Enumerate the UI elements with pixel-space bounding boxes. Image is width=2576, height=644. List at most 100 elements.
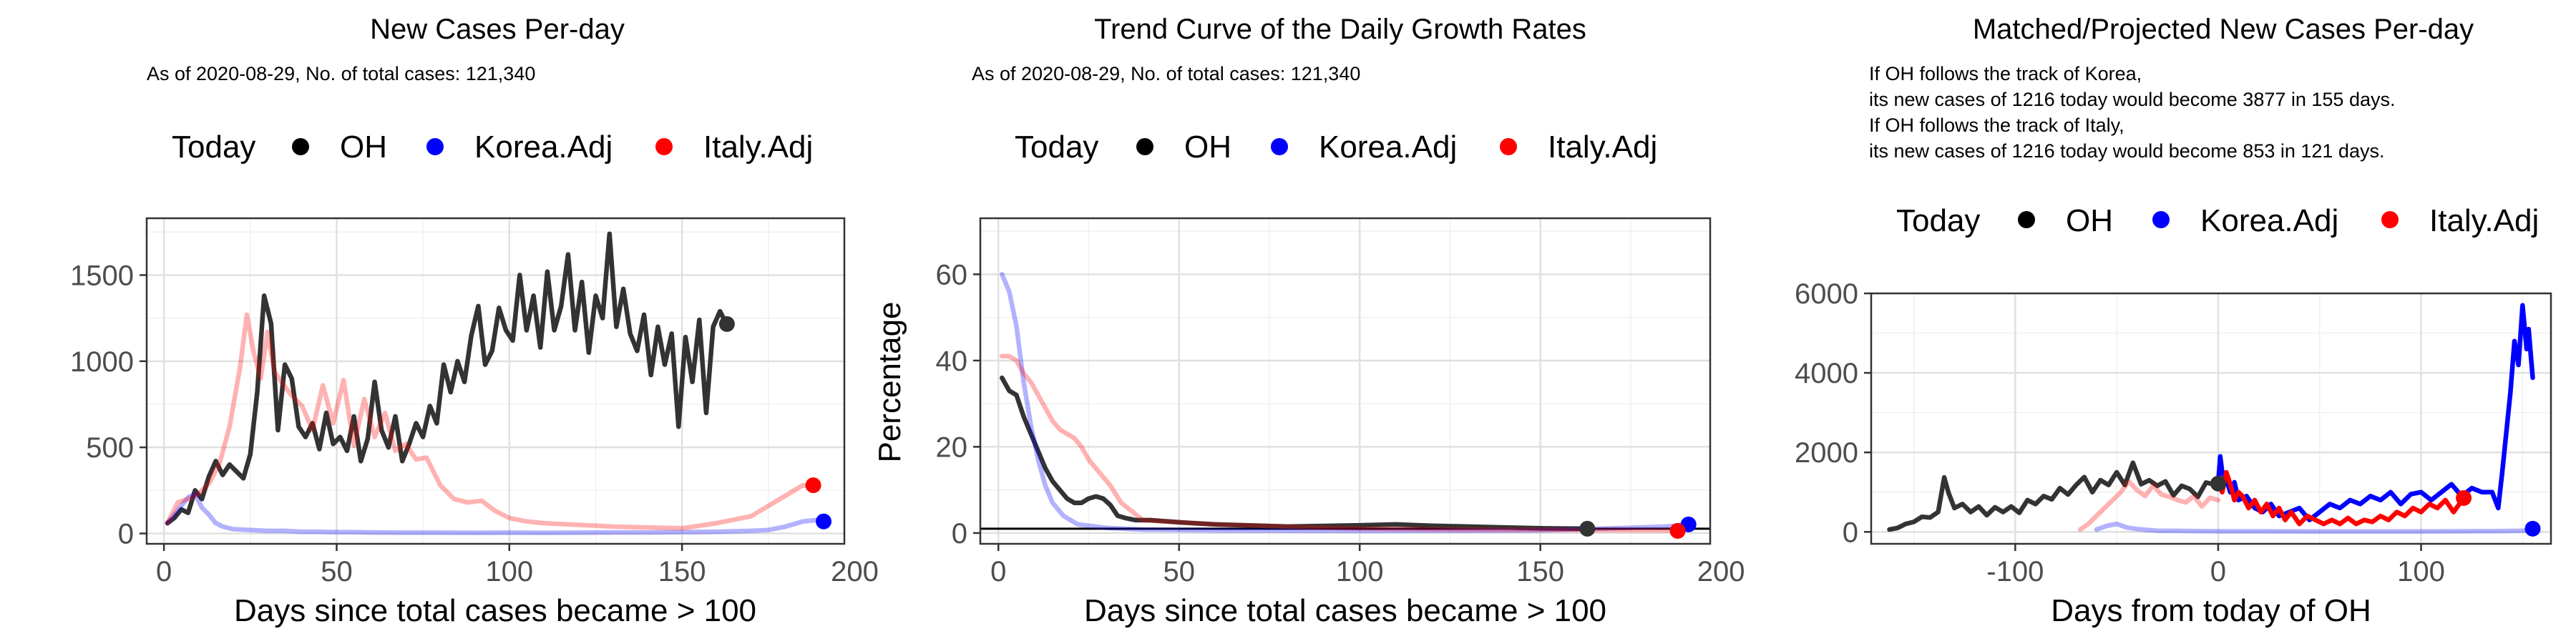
legend-key-italy (2381, 211, 2399, 228)
y-tick-label: 40 (936, 346, 968, 377)
plot-panel (147, 218, 844, 544)
y-tick-label: 0 (118, 519, 134, 550)
chart-title: Trend Curve of the Daily Growth Rates (1094, 14, 1586, 45)
today-point-oh (718, 316, 735, 332)
series-line-italy-adj (1000, 353, 1680, 533)
y-tick-label: 60 (936, 259, 968, 291)
x-tick-label: 200 (1697, 556, 1745, 587)
legend-label-korea: Korea.Adj (1319, 130, 1457, 165)
series-line-oh (1887, 460, 2221, 532)
legend-title: Today (1896, 203, 1980, 238)
x-tick-label: 0 (990, 556, 1006, 587)
x-tick-label: 50 (321, 556, 353, 587)
today-point-italy-adj (1669, 522, 1686, 539)
legend-label-korea: Korea.Adj (2200, 203, 2338, 238)
y-tick-label: 1000 (70, 346, 134, 378)
plot-border (145, 217, 846, 545)
legend-label-oh: OH (340, 130, 387, 165)
axis-ticks: 0 50 100 150 200 0 500 1000 1500 (70, 260, 879, 587)
chart-title: New Cases Per-day (370, 14, 625, 45)
today-points (1579, 516, 1697, 539)
legend-key-oh (292, 138, 309, 155)
plot-panel (980, 218, 1710, 544)
legend-label-korea: Korea.Adj (474, 130, 613, 165)
legend-key-italy (1500, 138, 1517, 155)
x-tick-label: 100 (485, 556, 533, 587)
legend-key-korea (1271, 138, 1288, 155)
x-tick-label: 100 (1336, 556, 1384, 587)
chart-subtitle-line: If OH follows the track of Korea, (1869, 63, 2142, 84)
series-line-oh (165, 231, 730, 526)
panel-new-cases: New Cases Per-day As of 2020-08-29, No. … (70, 14, 879, 628)
legend: Today OH Korea.Adj Italy.Adj (1015, 130, 1657, 165)
today-point-oh (2210, 475, 2226, 492)
x-tick-label: 0 (156, 556, 172, 587)
y-tick-label: 6000 (1795, 278, 1858, 310)
legend-key-oh (2018, 211, 2035, 228)
series-lines (165, 231, 823, 535)
chart-subtitle-line: its new cases of 1216 today would become… (1869, 140, 2384, 162)
today-point-oh (1579, 520, 1596, 537)
x-tick-label: -100 (1986, 556, 2044, 587)
chart-subtitle-line: its new cases of 1216 today would become… (1869, 89, 2395, 110)
series-line-italy-adj (2077, 479, 2221, 532)
y-tick-label: 1500 (70, 260, 134, 291)
today-points (718, 316, 832, 530)
y-tick-label: 500 (86, 432, 134, 464)
legend: Today OH Korea.Adj Italy.Adj (172, 130, 813, 165)
series-line-korea-adj (165, 491, 823, 535)
series-line-korea-adj (1000, 272, 1691, 534)
legend-title: Today (1015, 130, 1098, 165)
chart-subtitle: As of 2020-08-29, No. of total cases: 12… (147, 63, 535, 84)
x-tick-label: 50 (1163, 556, 1195, 587)
legend-label-italy: Italy.Adj (1548, 130, 1657, 165)
gridlines (147, 218, 844, 544)
series-lines (1887, 303, 2535, 535)
panel-projected-cases: Matched/Projected New Cases Per-day If O… (1795, 14, 2552, 628)
chart-title: Matched/Projected New Cases Per-day (1973, 14, 2474, 45)
x-tick-label: 100 (2397, 556, 2445, 587)
series-line-italy-adj (2215, 469, 2467, 527)
legend-label-oh: OH (2066, 203, 2113, 238)
series-line-korea-adj (2215, 303, 2535, 522)
y-axis-label: Percentage (872, 301, 907, 462)
series-line-italy-adj (165, 312, 816, 531)
x-tick-label: 200 (831, 556, 879, 587)
today-point-italy-adj (2456, 489, 2472, 506)
series-lines (1000, 272, 1691, 534)
legend-label-italy: Italy.Adj (703, 130, 813, 165)
legend-label-italy: Italy.Adj (2429, 203, 2539, 238)
y-tick-label: 0 (1843, 517, 1858, 548)
y-tick-label: 2000 (1795, 437, 1858, 469)
chart-subtitle-line: If OH follows the track of Italy, (1869, 114, 2124, 136)
legend-label-oh: OH (1184, 130, 1231, 165)
series-line-oh (1000, 375, 1590, 532)
legend: Today OH Korea.Adj Italy.Adj (1896, 203, 2539, 238)
series-line-korea-adj (2094, 521, 2535, 535)
plot-border (979, 217, 1712, 545)
legend-title: Today (172, 130, 255, 165)
x-tick-label: 150 (658, 556, 706, 587)
y-tick-label: 0 (952, 518, 967, 550)
panel-growth-rates: Trend Curve of the Daily Growth Rates As… (872, 14, 1745, 628)
x-tick-label: 0 (2210, 556, 2226, 587)
today-points (2210, 475, 2541, 537)
today-point-italy-adj (805, 477, 821, 494)
gridlines (980, 218, 1710, 544)
legend-key-oh (1136, 138, 1153, 155)
y-tick-label: 20 (936, 431, 968, 463)
plot-border (1870, 292, 2552, 545)
today-point-korea-adj (2524, 520, 2541, 537)
legend-key-korea (2152, 211, 2170, 228)
x-axis-label: Days since total cases became > 100 (1084, 593, 1606, 628)
legend-key-korea (426, 138, 444, 155)
plot-panel (1871, 293, 2551, 544)
chart-subtitle: As of 2020-08-29, No. of total cases: 12… (972, 63, 1360, 84)
today-point-korea-adj (816, 513, 832, 530)
y-tick-label: 4000 (1795, 358, 1858, 389)
x-axis-label: Days since total cases became > 100 (234, 593, 756, 628)
axis-ticks: 0 50 100 150 200 0 20 40 60 (936, 259, 1745, 587)
x-axis-label: Days from today of OH (2051, 593, 2371, 628)
